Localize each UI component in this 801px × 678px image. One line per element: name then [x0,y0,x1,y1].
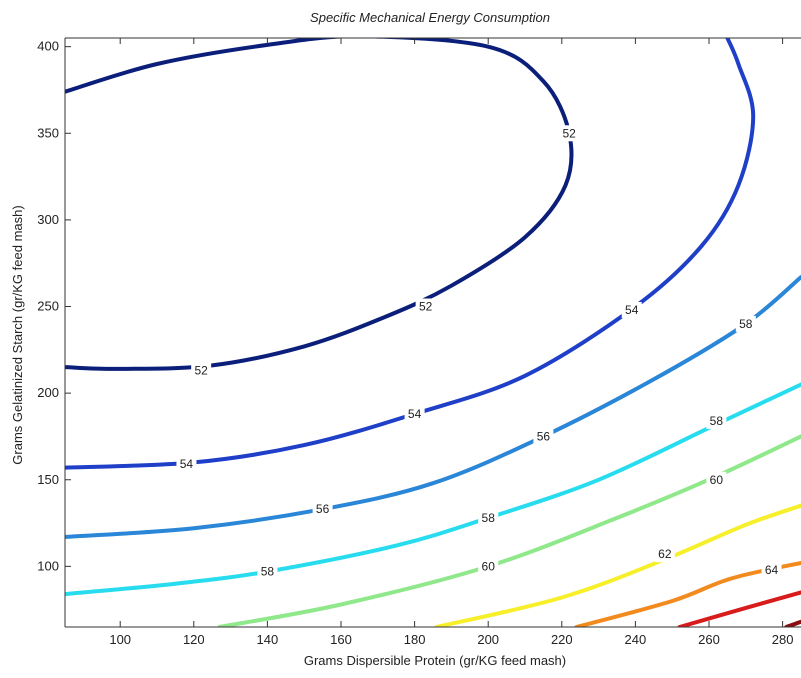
y-tick-label: 400 [37,39,59,54]
x-tick-label: 100 [109,632,131,647]
y-tick-label: 350 [37,125,59,140]
y-axis-label: Grams Gelatinized Starch (gr/KG feed mas… [10,205,25,464]
contour-label-54: 54 [408,407,422,421]
x-tick-label: 120 [183,632,205,647]
contour-label-60: 60 [710,473,724,487]
chart-title: Specific Mechanical Energy Consumption [310,10,550,25]
x-tick-label: 200 [477,632,499,647]
contour-label-56: 56 [316,502,330,516]
contour-label-56: 56 [537,429,551,443]
contour-label-58: 58 [739,317,753,331]
x-tick-label: 140 [257,632,279,647]
contour-label-52: 52 [562,126,576,140]
x-tick-label: 180 [404,632,426,647]
contour-label-62: 62 [658,547,672,561]
y-tick-label: 250 [37,299,59,314]
contour-label-52: 52 [194,364,208,378]
x-tick-label: 220 [551,632,573,647]
contour-label-52: 52 [419,300,433,314]
contour-label-58: 58 [261,565,275,579]
x-tick-label: 240 [625,632,647,647]
y-tick-label: 150 [37,472,59,487]
y-tick-label: 300 [37,212,59,227]
contour-label-60: 60 [482,559,496,573]
y-tick-label: 100 [37,558,59,573]
x-tick-label: 260 [698,632,720,647]
y-tick-label: 200 [37,385,59,400]
x-tick-label: 160 [330,632,352,647]
contour-label-54: 54 [180,457,194,471]
x-axis-label: Grams Dispersible Protein (gr/KG feed ma… [304,653,566,668]
contour-label-64: 64 [765,563,779,577]
x-tick-label: 280 [772,632,794,647]
contour-label-58: 58 [710,414,724,428]
contour-label-54: 54 [625,303,639,317]
contour-label-58: 58 [482,511,496,525]
